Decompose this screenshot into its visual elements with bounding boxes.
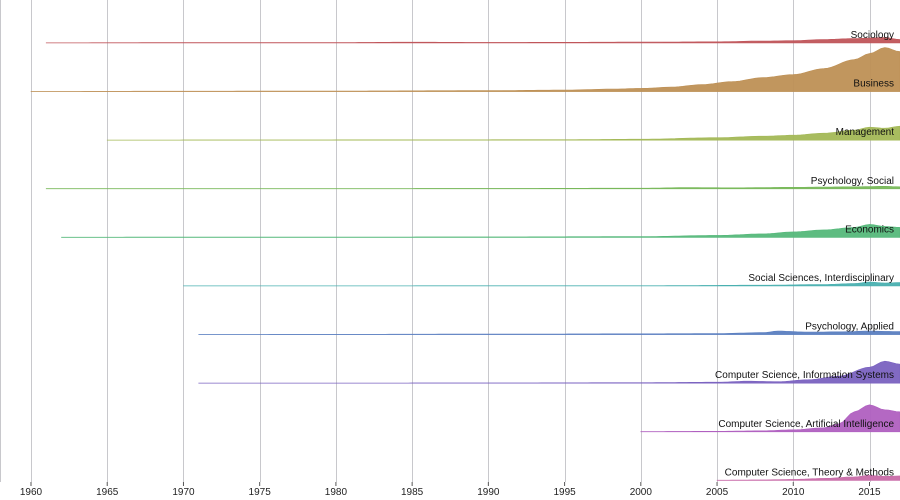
area-business <box>30 47 900 92</box>
area-psychology-applied <box>198 330 900 335</box>
x-tick-label-1995: 1995 <box>553 487 576 498</box>
area-computer-science-artificial-intelligence <box>640 404 900 433</box>
x-tick-label-2005: 2005 <box>706 487 729 498</box>
x-tick-label-1985: 1985 <box>401 487 424 498</box>
area-management <box>106 125 900 141</box>
area-computer-science-information-systems <box>198 360 900 384</box>
grid-layer <box>0 0 871 482</box>
areas-layer <box>30 37 900 481</box>
x-axis: 1960 1965 1970 1975 1980 1985 1990 1995 2000 2005… <box>20 482 881 498</box>
x-tick-label-1965: 1965 <box>96 487 119 498</box>
area-computer-science-theory-methods <box>716 475 900 481</box>
series-label-computer-science-artificial-intelligence: Computer Science, Artificial Intelligenc… <box>718 419 894 430</box>
x-tick-label-2000: 2000 <box>630 487 653 498</box>
x-tick-label-1970: 1970 <box>172 487 195 498</box>
area-social-sciences-interdisciplinary <box>183 281 900 287</box>
x-tick-label-2015: 2015 <box>858 487 881 498</box>
series-label-business: Business <box>853 79 894 90</box>
series-label-computer-science-information-systems: Computer Science, Information Systems <box>715 370 894 381</box>
area-economics <box>61 224 900 238</box>
x-tick-label-1960: 1960 <box>20 487 43 498</box>
x-tick-label-2010: 2010 <box>782 487 805 498</box>
x-tick-label-1975: 1975 <box>249 487 272 498</box>
series-label-social-sciences-interdisciplinary: Social Sciences, Interdisciplinary <box>748 273 894 284</box>
series-label-sociology: Sociology <box>851 30 894 41</box>
x-tick-label-1990: 1990 <box>477 487 500 498</box>
area-psychology-social <box>45 186 900 190</box>
series-label-psychology-social: Psychology, Social <box>811 176 894 187</box>
series-labels-layer: Sociology Business Management Psychology, S… <box>715 30 894 478</box>
series-label-economics: Economics <box>845 224 894 235</box>
series-label-psychology-applied: Psychology, Applied <box>805 322 894 333</box>
area-sociology <box>45 37 900 44</box>
x-tick-label-1980: 1980 <box>325 487 348 498</box>
series-label-management: Management <box>836 127 895 138</box>
series-label-computer-science-theory-methods: Computer Science, Theory & Methods <box>725 467 894 478</box>
